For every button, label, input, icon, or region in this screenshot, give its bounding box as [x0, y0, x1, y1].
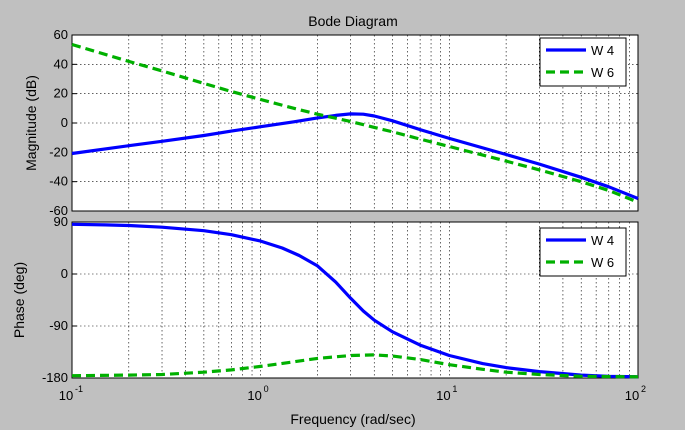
phase-series: [71, 222, 639, 379]
x-tick-label: 10: [436, 388, 450, 403]
x-tick-exponent: 1: [452, 384, 457, 394]
y-tick-label: 20: [54, 86, 68, 101]
series-line-w4: [71, 222, 639, 379]
magnitude-y-ticks: -60 -40 -20 0 20 40 60: [49, 27, 77, 218]
phase-legend: W 4W 6: [539, 227, 627, 277]
x-axis-label: Frequency (rad/sec): [290, 411, 415, 427]
x-tick-label: 10: [247, 388, 261, 403]
x-tick-label: 10: [625, 388, 639, 403]
legend-box: [539, 227, 627, 277]
y-tick-label: -180: [42, 370, 68, 385]
series-line-w6: [71, 353, 639, 379]
y-tick-label: 0: [61, 266, 68, 281]
x-tick-label: 10: [59, 388, 73, 403]
y-tick-label: -90: [49, 318, 68, 333]
legend-entry: W 6: [591, 255, 614, 270]
legend-entry: W 4: [591, 43, 614, 58]
y-tick-label: -40: [49, 174, 68, 189]
y-tick-label: -60: [49, 203, 68, 218]
x-tick-exponent: 2: [641, 384, 646, 394]
legend-box: [539, 37, 627, 87]
legend-entry: W 4: [591, 233, 614, 248]
y-tick-label: 0: [61, 115, 68, 130]
magnitude-legend: W 4W 6: [539, 37, 627, 87]
y-tick-label: -20: [49, 144, 68, 159]
figure-title: Bode Diagram: [308, 13, 398, 29]
y-tick-label: 90: [54, 214, 68, 229]
legend-entry: W 6: [591, 65, 614, 80]
phase-y-ticks: -180 -90 0 90: [42, 214, 77, 385]
phase-y-axis-label: Phase (deg): [11, 262, 27, 338]
y-tick-label: 60: [54, 27, 68, 42]
x-tick-exponent: -1: [75, 384, 83, 394]
magnitude-y-axis-label: Magnitude (dB): [23, 75, 39, 171]
phase-x-ticks: 10 -1 10 0 10 1 10 2: [59, 384, 646, 403]
y-tick-label: 40: [54, 56, 68, 71]
x-tick-exponent: 0: [264, 384, 269, 394]
series-line-w4: [71, 112, 639, 200]
series-line-w6: [71, 42, 639, 204]
magnitude-series: [71, 42, 639, 204]
